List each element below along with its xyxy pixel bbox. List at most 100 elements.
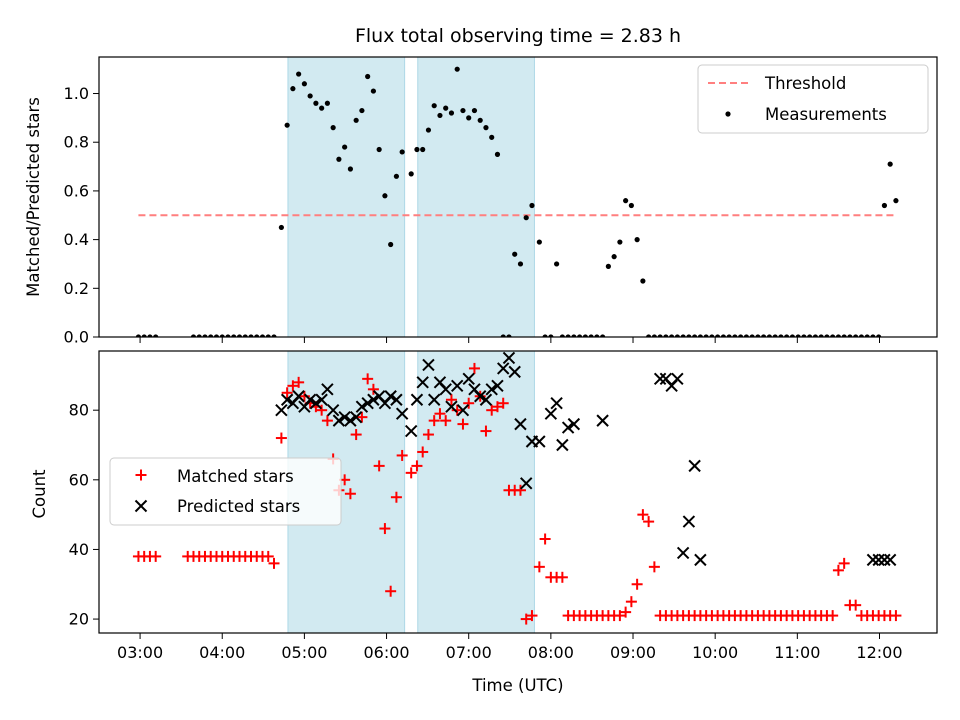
bottom-y-tick-label: 40	[69, 540, 89, 559]
measurement-point	[703, 334, 709, 337]
measurement-point	[414, 146, 420, 153]
bottom-y-tick-label: 80	[69, 401, 89, 420]
measurement-point	[135, 334, 142, 337]
measurement-point	[646, 334, 652, 337]
matched-star-point	[321, 415, 333, 427]
predicted-star-point	[533, 435, 546, 448]
measurement-point	[766, 334, 772, 337]
measurement-point	[565, 334, 571, 337]
predicted-star-point	[682, 515, 696, 528]
measurement-point	[824, 334, 830, 337]
predicted-star-point	[567, 417, 581, 431]
bottom-y-tick-label: 60	[69, 470, 89, 489]
measurement-point	[749, 334, 755, 337]
matched-star-point	[396, 449, 408, 461]
measurement-point	[674, 334, 680, 337]
measurement-point	[388, 241, 394, 248]
measurement-point	[202, 334, 208, 337]
top-y-axis-label: Matched/Predicted stars	[24, 97, 43, 297]
measurement-point	[342, 144, 348, 150]
predicted-star-point	[349, 410, 363, 424]
bottom-x-axis: 03:00 04:00 05:00 06:00 07:00 08:00 09:00 10:00…	[117, 633, 903, 662]
measurement-point	[858, 334, 865, 337]
matched-star-point	[497, 397, 509, 409]
matched-star-point	[556, 571, 568, 583]
predicted-star-point	[332, 414, 346, 427]
matched-star-point	[457, 418, 469, 430]
measurement-point	[265, 334, 271, 337]
predicted-star-point	[878, 553, 891, 567]
measurement-point	[841, 334, 847, 337]
measurement-point	[330, 125, 336, 131]
measurement-point	[577, 334, 583, 337]
measurement-point	[709, 334, 715, 337]
measurement-point	[571, 334, 577, 337]
x-tick-label: 04:00	[199, 643, 245, 662]
predicted-star-point	[561, 421, 575, 434]
matched-star-point	[268, 557, 280, 569]
measurement-point	[588, 334, 594, 337]
chart-title: Flux total observing time = 2.83 h	[355, 25, 681, 47]
predicted-star-point	[280, 393, 294, 406]
measurement-point	[319, 105, 325, 111]
measurement-point	[542, 334, 548, 337]
measurement-point	[248, 334, 254, 337]
measurement-point	[726, 334, 732, 337]
matched-star-point	[445, 394, 457, 406]
measurement-point	[376, 146, 382, 153]
legend-plus-marker	[135, 469, 147, 481]
x-tick-label: 05:00	[281, 643, 327, 662]
measurement-point	[219, 334, 225, 337]
measurement-point	[393, 173, 400, 179]
measurement-point	[778, 334, 784, 337]
predicted-star-point	[474, 390, 487, 403]
matched-star-point	[637, 509, 649, 521]
predicted-star-point	[866, 553, 880, 567]
predicted-star-point	[694, 553, 707, 567]
top-observing-span-2	[417, 57, 535, 337]
top-y-tick-label: 1.0	[64, 84, 89, 103]
matched-star-point	[625, 596, 637, 608]
matched-star-point	[486, 404, 498, 416]
measurement-point	[196, 334, 202, 337]
x-tick-label: 07:00	[446, 643, 492, 662]
matched-star-point	[440, 415, 452, 427]
measurement-point	[448, 110, 455, 116]
top-y-tick-label: 0.0	[64, 328, 89, 347]
predicted-star-point	[321, 383, 334, 396]
matched-star-point	[367, 383, 379, 395]
measurement-point	[236, 334, 243, 337]
measurement-point	[743, 334, 749, 337]
legend-cross-marker	[134, 499, 148, 513]
measurement-point	[807, 334, 813, 337]
measurement-point	[517, 261, 524, 267]
measurement-point	[634, 237, 640, 243]
measurement-point	[213, 334, 220, 337]
predicted-star-point	[671, 372, 684, 386]
matched-star-point	[520, 613, 532, 625]
measurement-point	[548, 334, 554, 337]
matched-star-point	[150, 550, 162, 562]
measurement-point	[847, 334, 853, 337]
predicted-star-point	[676, 546, 690, 560]
predicted-star-point	[404, 424, 418, 438]
measurement-point	[536, 239, 542, 245]
measurement-point	[336, 156, 342, 162]
x-tick-label: 03:00	[117, 643, 163, 662]
bottom-plot-frame	[98, 350, 938, 634]
legend-predicted-swatch	[134, 499, 148, 513]
predicted-star-point	[450, 379, 464, 393]
x-tick-label: 06:00	[363, 643, 409, 662]
predicted-star-point	[556, 438, 569, 452]
predicted-star-point	[315, 393, 328, 406]
matched-star-point	[533, 561, 545, 573]
x-axis-label: Time (UTC)	[471, 676, 563, 695]
measurement-point	[594, 334, 600, 337]
measurement-point	[617, 239, 623, 245]
matched-star-point	[422, 429, 434, 441]
top-observing-spans	[287, 57, 535, 337]
measurement-point	[870, 334, 876, 337]
matched-star-point	[614, 610, 626, 622]
